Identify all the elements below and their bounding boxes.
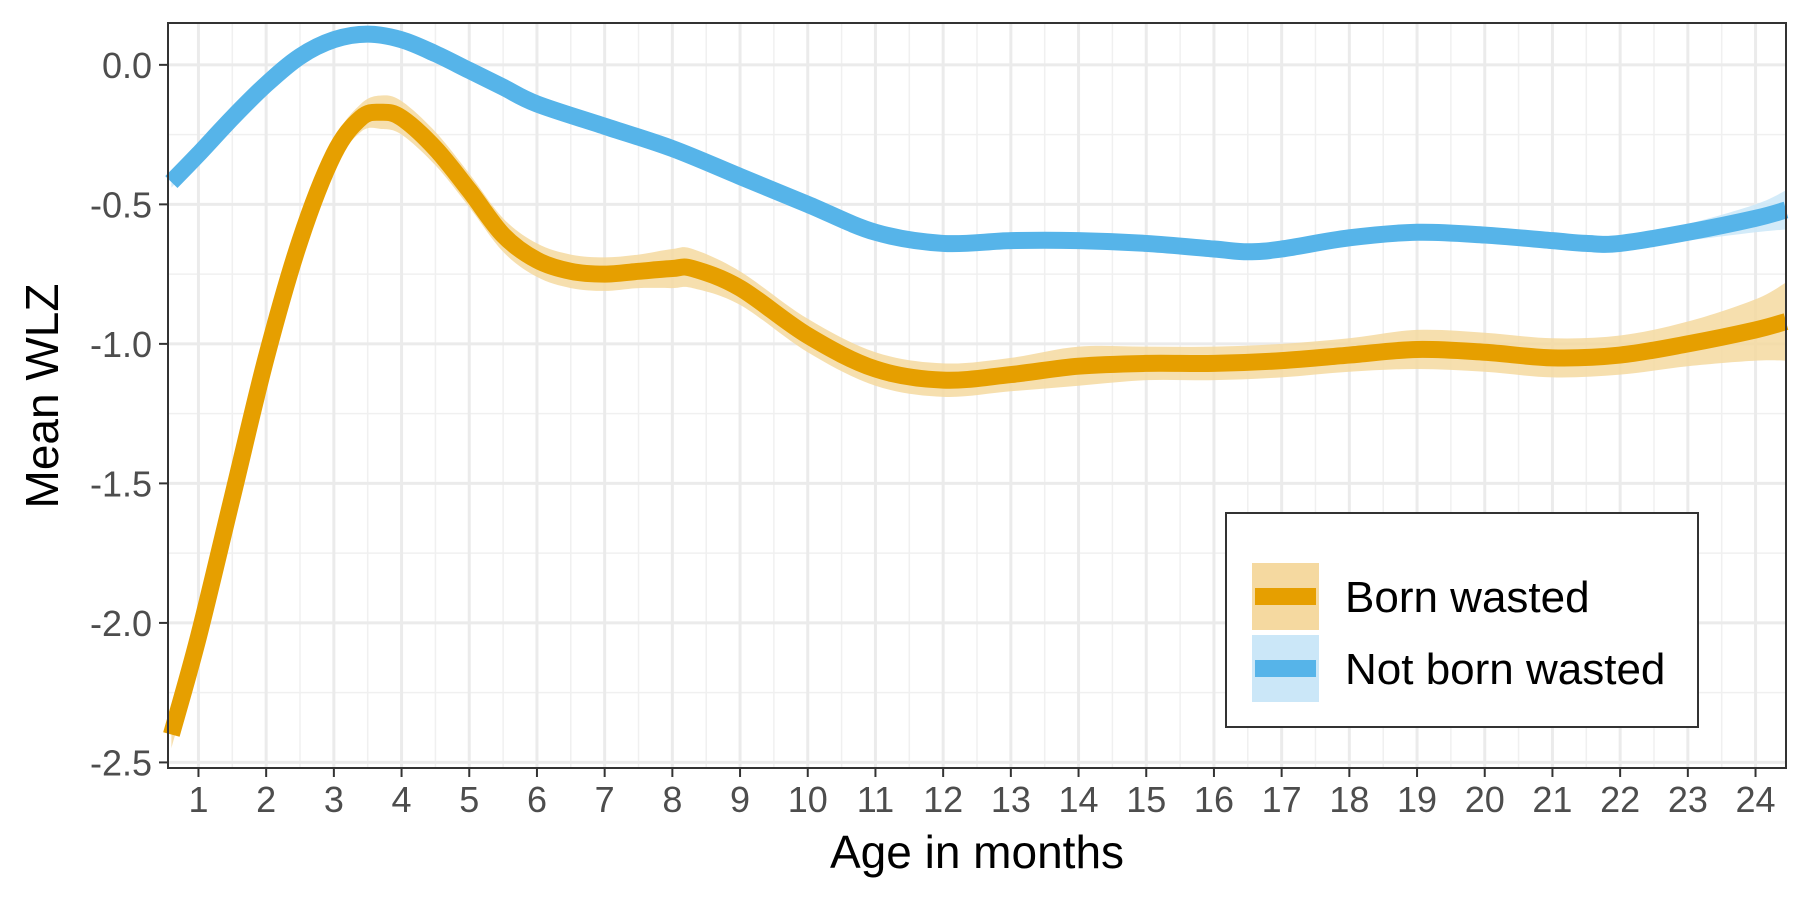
legend: Born wasted Not born wasted	[1225, 512, 1699, 728]
x-tick-label: 8	[662, 779, 682, 820]
x-axis-title: Age in months	[830, 826, 1124, 878]
x-tick-label: 13	[991, 779, 1031, 820]
y-tick-label: -0.5	[90, 184, 152, 225]
x-tick-label: 4	[392, 779, 412, 820]
x-tick-label: 24	[1736, 779, 1776, 820]
x-tick-label: 20	[1465, 779, 1505, 820]
y-axis-title: Mean WLZ	[16, 284, 68, 509]
x-axis: 1 2 3 4 5 6 7 8 9 10 11 12 13 14 15 16 17 18 19 20 21 22 23 24	[188, 768, 1776, 820]
legend-label-not-born-wasted: Not born wasted	[1345, 645, 1665, 694]
x-tick-label: 14	[1059, 779, 1099, 820]
x-tick-label: 10	[788, 779, 828, 820]
x-tick-label: 7	[595, 779, 615, 820]
plot-panel-border	[167, 22, 1787, 769]
x-tick-label: 3	[324, 779, 344, 820]
y-tick-label: 0.0	[102, 45, 152, 86]
y-tick-label: -1.5	[90, 463, 152, 504]
x-tick-label: 2	[256, 779, 276, 820]
legend-label-born-wasted: Born wasted	[1345, 573, 1590, 622]
x-tick-label: 1	[188, 779, 208, 820]
confidence-bands	[171, 28, 1786, 749]
confidence-band-born-wasted	[171, 95, 1786, 749]
x-tick-label: 22	[1600, 779, 1640, 820]
x-tick-label: 21	[1532, 779, 1572, 820]
x-tick-label: 12	[923, 779, 963, 820]
x-tick-label: 23	[1668, 779, 1708, 820]
x-tick-label: 16	[1194, 779, 1234, 820]
x-tick-label: 5	[459, 779, 479, 820]
x-tick-label: 11	[857, 779, 894, 820]
x-tick-label: 9	[730, 779, 750, 820]
y-tick-label: -1.0	[90, 324, 152, 365]
y-tick-label: -2.0	[90, 603, 152, 644]
series-line-born-wasted	[163, 103, 1789, 737]
x-tick-label: 15	[1126, 779, 1166, 820]
series-line-not-born-wasted	[165, 25, 1789, 261]
y-tick-label: -2.5	[90, 742, 152, 783]
series-lines	[163, 25, 1789, 737]
x-tick-label: 17	[1262, 779, 1302, 820]
x-tick-label: 19	[1397, 779, 1437, 820]
major-gridlines	[168, 23, 1786, 768]
y-axis: 0.0 -0.5 -1.0 -1.5 -2.0 -2.5	[90, 45, 168, 783]
legend-key-line-not-born-wasted	[1255, 660, 1316, 677]
x-tick-label: 18	[1329, 779, 1369, 820]
legend-key-line-born-wasted	[1255, 588, 1316, 605]
x-tick-label: 6	[527, 779, 547, 820]
